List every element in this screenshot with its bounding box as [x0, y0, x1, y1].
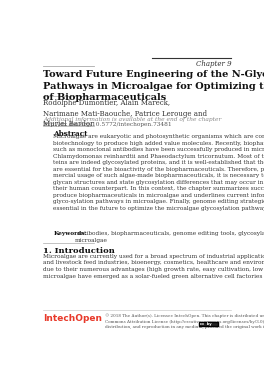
- Text: antibodies, biopharmaceuticals, genome editing tools, glycosylation,
microalgae: antibodies, biopharmaceuticals, genome e…: [75, 231, 264, 243]
- Text: © 2018 The Author(s). Licensee IntechOpen. This chapter is distributed under the: © 2018 The Author(s). Licensee IntechOpe…: [105, 314, 264, 328]
- Text: IntechOpen: IntechOpen: [43, 314, 102, 323]
- Text: Toward Future Engineering of the N-Glycosylation
Pathways in Microalgae for Opti: Toward Future Engineering of the N-Glyco…: [43, 70, 264, 102]
- Text: Keywords:: Keywords:: [53, 231, 87, 236]
- Text: 1. Introduction: 1. Introduction: [43, 247, 115, 255]
- Text: Abstract: Abstract: [53, 130, 88, 138]
- FancyBboxPatch shape: [199, 322, 218, 327]
- Text: Microalgae are eukaryotic and photosynthetic organisms which are commonly used i: Microalgae are eukaryotic and photosynth…: [53, 134, 264, 211]
- Text: Rodolphe Dumontier, Alain Mareck,
Narimane Mati-Baouche, Patrice Lerouge and
Mur: Rodolphe Dumontier, Alain Mareck, Narima…: [43, 99, 207, 128]
- Text: http://dx.doi.org/10.5772/intechopen.73481: http://dx.doi.org/10.5772/intechopen.734…: [43, 122, 173, 127]
- Text: cc  by: cc by: [200, 322, 211, 326]
- Text: Chapter 9: Chapter 9: [196, 60, 232, 68]
- Text: Additional information is available at the end of the chapter: Additional information is available at t…: [43, 117, 221, 122]
- Text: Microalgae are currently used for a broad spectrum of industrial applications in: Microalgae are currently used for a broa…: [43, 254, 264, 279]
